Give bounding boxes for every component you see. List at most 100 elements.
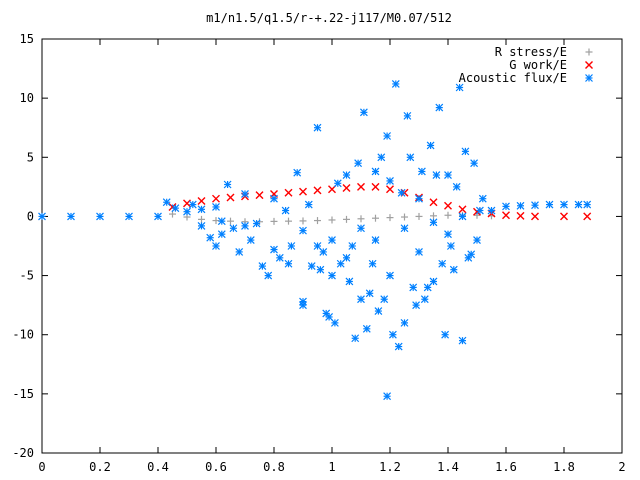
- data-point: [348, 242, 357, 250]
- data-point: [365, 289, 374, 298]
- chart-marks: [38, 80, 592, 401]
- data-point: [345, 277, 354, 286]
- data-point: [432, 171, 441, 179]
- data-point: [383, 132, 392, 140]
- data-point: [531, 212, 539, 221]
- x-tick-label: 0: [38, 460, 45, 474]
- data-point: [287, 242, 296, 250]
- y-tick-label: -20: [12, 446, 34, 460]
- data-point: [299, 226, 307, 235]
- y-tick: 10: [20, 91, 622, 105]
- data-point: [386, 214, 394, 222]
- data-point: [452, 182, 461, 191]
- data-point: [417, 167, 426, 176]
- data-point: [293, 168, 302, 177]
- data-point: [458, 336, 467, 345]
- x-tick: 1.8: [553, 39, 575, 474]
- data-point: [386, 177, 394, 185]
- data-point: [368, 259, 377, 268]
- data-point: [342, 184, 351, 193]
- data-point: [270, 194, 278, 203]
- data-point: [377, 153, 386, 162]
- data-point: [212, 242, 220, 250]
- data-point: [304, 200, 313, 209]
- data-point: [328, 236, 336, 245]
- x-tick-label: 0.4: [147, 460, 169, 474]
- data-point: [270, 217, 278, 225]
- data-point: [275, 253, 284, 262]
- data-point: [406, 153, 415, 162]
- data-point: [235, 247, 244, 256]
- data-point: [96, 212, 104, 221]
- data-point: [227, 217, 234, 225]
- data-point: [198, 215, 205, 223]
- data-point: [444, 230, 452, 239]
- data-point: [313, 186, 322, 195]
- x-tick-label: 0.2: [89, 460, 111, 474]
- data-point: [415, 247, 423, 256]
- data-point: [284, 188, 293, 197]
- data-point: [583, 212, 592, 221]
- data-point: [470, 159, 479, 168]
- data-point: [383, 392, 392, 401]
- data-point: [444, 171, 452, 179]
- data-point: [455, 83, 464, 92]
- x-tick-label: 0.6: [205, 460, 227, 474]
- data-point: [354, 159, 363, 168]
- data-point: [560, 200, 568, 209]
- data-point: [531, 201, 539, 210]
- data-point: [154, 212, 162, 221]
- x-tick-label: 1: [328, 460, 335, 474]
- x-tick: 0: [38, 39, 46, 474]
- data-point: [241, 190, 249, 198]
- data-point: [246, 236, 255, 245]
- data-point: [386, 185, 394, 194]
- data-point: [314, 217, 321, 225]
- data-point: [241, 221, 249, 230]
- data-point: [391, 80, 400, 88]
- y-tick-label: -10: [12, 328, 34, 342]
- data-point: [252, 219, 261, 228]
- data-point: [362, 324, 371, 333]
- data-point: [223, 180, 232, 189]
- data-point: [330, 318, 339, 327]
- data-point: [502, 211, 510, 220]
- data-point: [429, 198, 438, 207]
- data-point: [328, 216, 336, 224]
- data-point: [197, 205, 206, 214]
- y-tick: -10: [12, 328, 622, 342]
- y-tick: -15: [12, 387, 622, 401]
- data-point: [255, 191, 264, 200]
- data-point: [412, 301, 421, 310]
- y-tick: -20: [12, 446, 622, 460]
- data-point: [212, 194, 220, 203]
- x-tick: 0.6: [205, 39, 227, 474]
- data-point: [401, 213, 408, 221]
- data-point: [458, 205, 467, 214]
- data-point: [162, 198, 171, 207]
- y-tick-label: 15: [20, 32, 34, 46]
- data-point: [371, 236, 380, 245]
- data-point: [183, 207, 191, 216]
- data-point: [386, 271, 394, 280]
- data-point: [516, 211, 525, 220]
- data-point: [313, 123, 322, 132]
- data-point: [342, 253, 351, 262]
- data-point: [560, 212, 568, 221]
- series-cross: [168, 182, 592, 221]
- data-point: [319, 247, 328, 256]
- data-point: [270, 245, 278, 254]
- data-point: [333, 179, 342, 188]
- data-point: [217, 217, 226, 226]
- series-star: [38, 80, 592, 401]
- data-point: [285, 217, 292, 225]
- y-tick: 0: [27, 209, 622, 223]
- data-point: [446, 242, 455, 250]
- data-point: [351, 334, 360, 343]
- legend-label: Acoustic flux/E: [459, 71, 567, 85]
- data-point: [299, 301, 307, 310]
- x-tick: 1.6: [495, 39, 517, 474]
- data-point: [336, 259, 345, 268]
- data-point: [281, 206, 290, 215]
- data-point: [371, 182, 380, 191]
